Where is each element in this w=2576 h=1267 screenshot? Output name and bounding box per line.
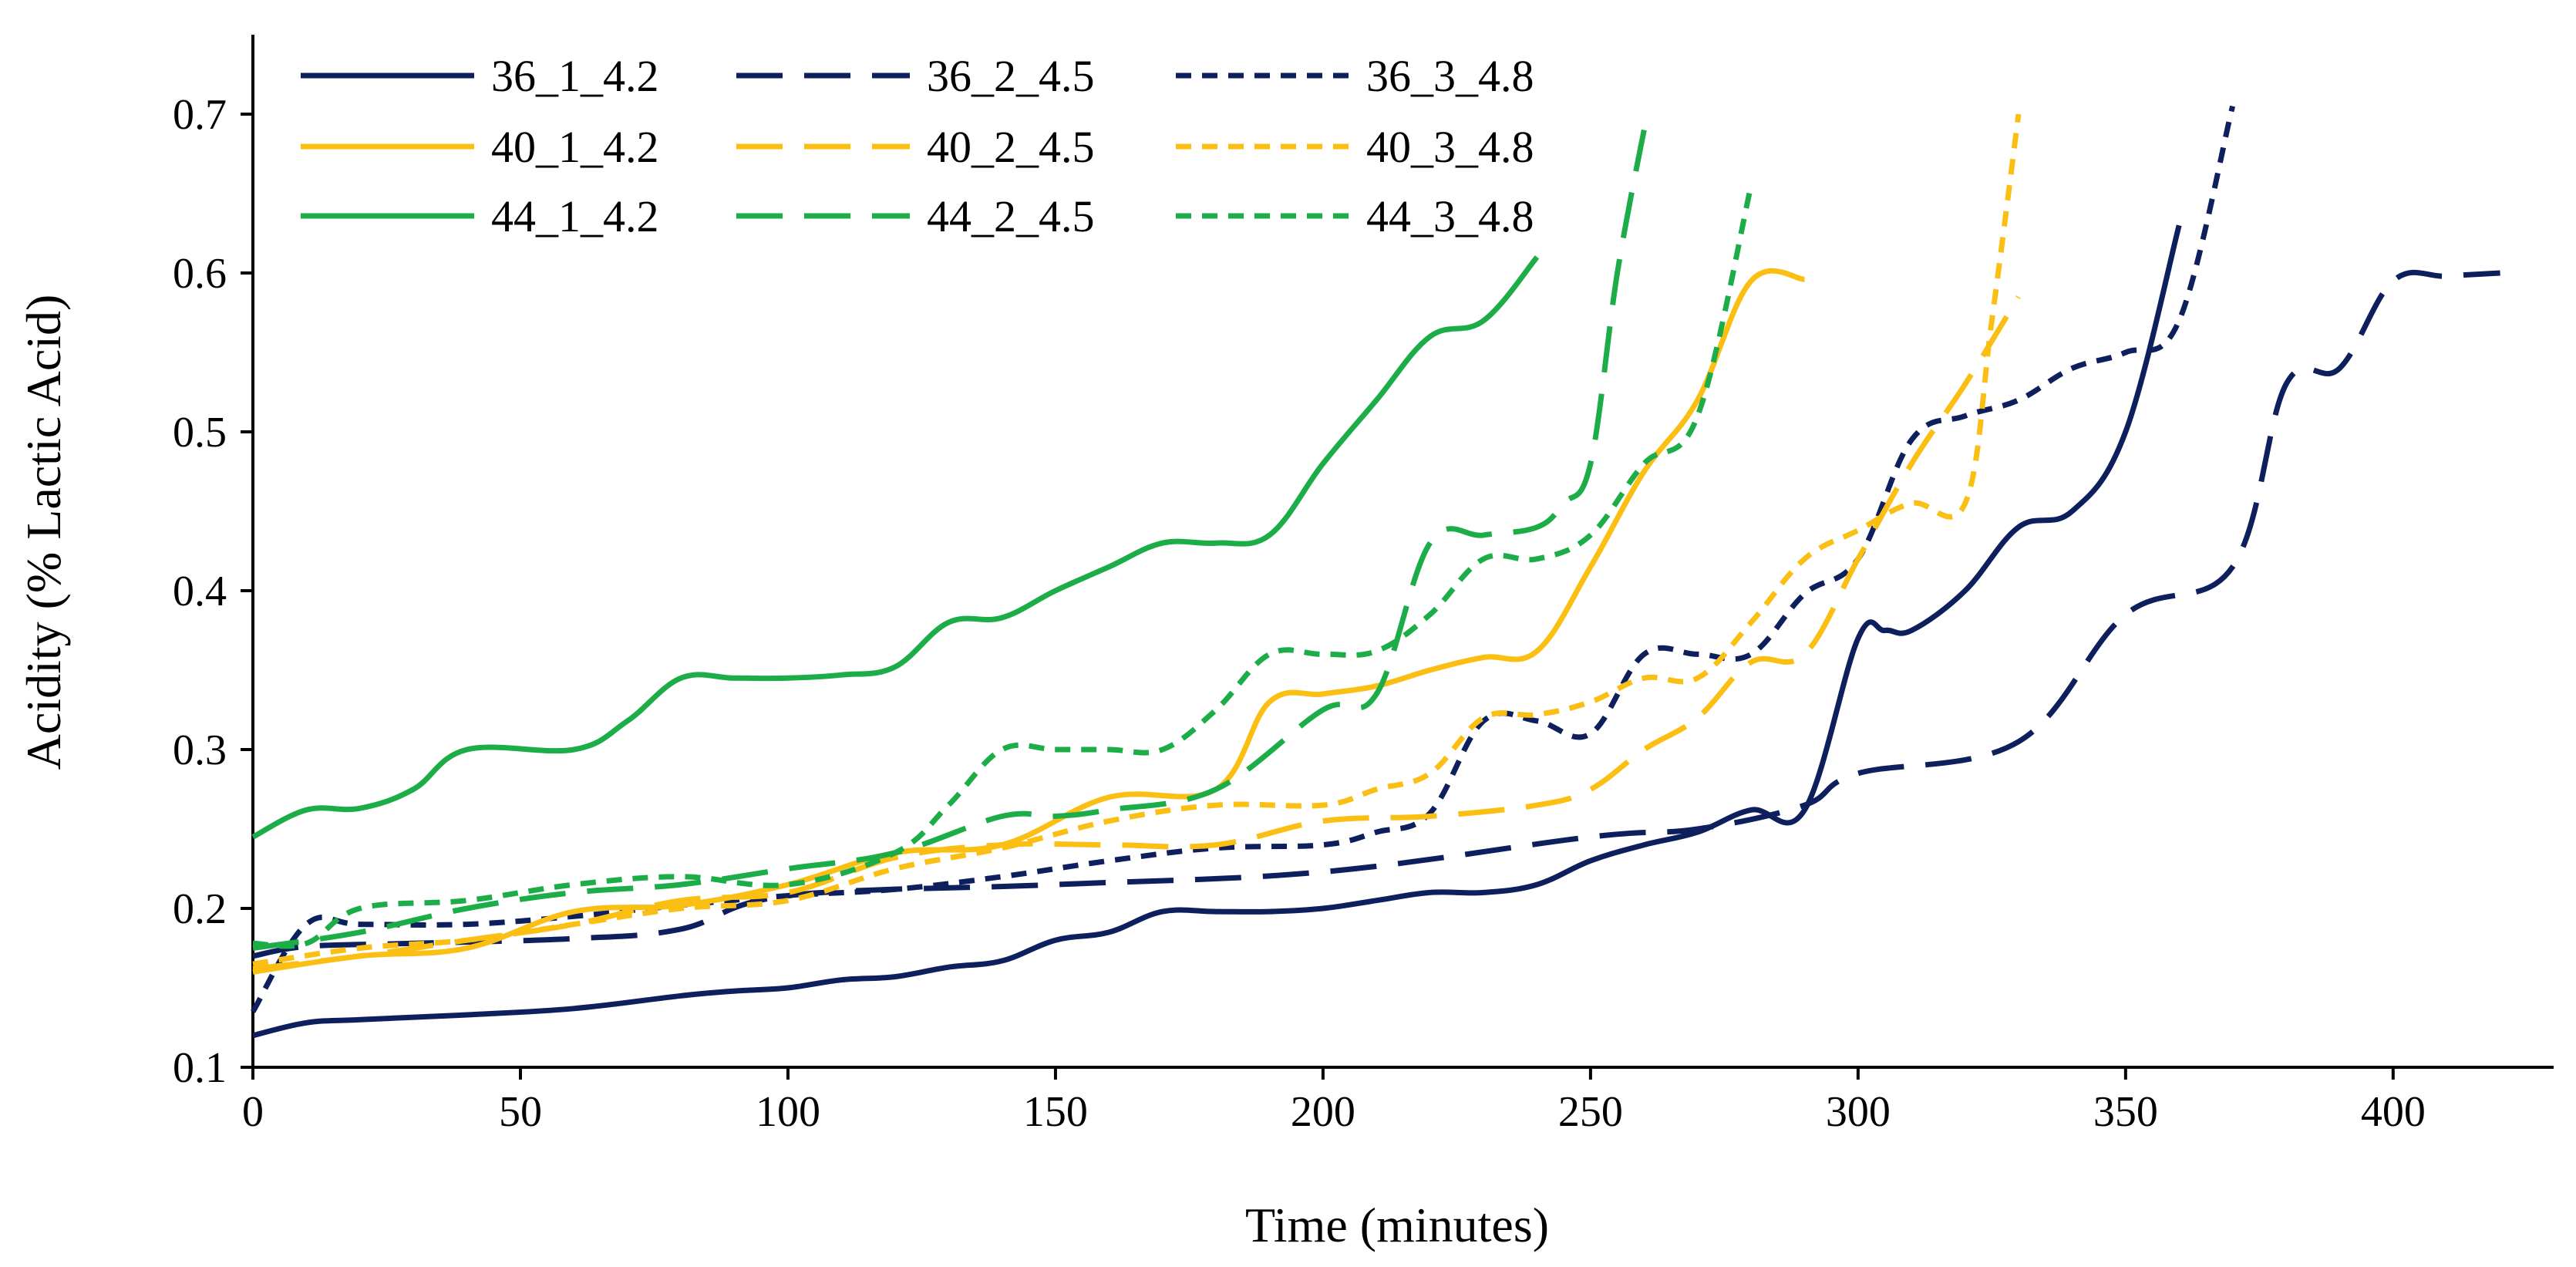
legend-label-36_3_4.8: 36_3_4.8: [1366, 51, 1534, 101]
legend-label-40_1_4.2: 40_1_4.2: [491, 122, 659, 172]
series-line-44_1_4.2: [251, 255, 1540, 840]
legend: 36_1_4.2 36_2_4.5 36_3_4.8 40_1_4.2 40_2_4.5…: [301, 51, 1534, 241]
series-line-44_3_4.8: [252, 184, 1754, 949]
y-tick-label: 0.6: [173, 250, 227, 298]
x-tick-label: 200: [1291, 1088, 1355, 1136]
x-tick-label: 350: [2093, 1088, 2158, 1136]
legend-label-40_3_4.8: 40_3_4.8: [1366, 122, 1534, 172]
x-tick-label: 300: [1826, 1088, 1891, 1136]
y-tick-label: 0.1: [173, 1044, 227, 1092]
legend-label-44_1_4.2: 44_1_4.2: [491, 191, 659, 241]
series-line-40_3_4.8: [252, 113, 2022, 967]
x-tick-label: 400: [2361, 1088, 2426, 1136]
y-tick-label: 0.4: [173, 568, 227, 615]
legend-label-36_1_4.2: 36_1_4.2: [491, 51, 659, 101]
x-tick-label: 150: [1023, 1088, 1088, 1136]
series-line-36_2_4.5: [252, 269, 2500, 959]
x-tick-label: 50: [499, 1088, 542, 1136]
series-line-40_2_4.5: [252, 295, 2021, 972]
series-line-36_3_4.8: [251, 105, 2235, 1013]
axes-layer: 0 50 100 150 200 250 300 350 400 0.1 0.2 0.3 0.4 0.5 0…: [173, 35, 2554, 1136]
legend-label-40_2_4.5: 40_2_4.5: [927, 122, 1095, 172]
x-tick-label: 100: [756, 1088, 820, 1136]
series-line-36_1_4.2: [252, 224, 2182, 1039]
legend-label-44_3_4.8: 44_3_4.8: [1366, 191, 1534, 241]
legend-label-36_2_4.5: 36_2_4.5: [927, 51, 1095, 101]
x-axis-title: Time (minutes): [1245, 1198, 1549, 1252]
y-tick-label: 0.7: [173, 91, 227, 139]
series-line-44_2_4.5: [252, 129, 1647, 951]
x-tick-label: 0: [242, 1088, 264, 1136]
x-tick-label: 250: [1558, 1088, 1623, 1136]
legend-label-44_2_4.5: 44_2_4.5: [927, 191, 1095, 241]
series-layer: [251, 105, 2500, 1039]
y-tick-label: 0.3: [173, 726, 227, 774]
series-line-40_1_4.2: [252, 268, 1805, 975]
y-tick-label: 0.5: [173, 409, 227, 457]
y-tick-label: 0.2: [173, 885, 227, 933]
y-axis-title: Acidity (% Lactic Acid): [16, 295, 71, 770]
